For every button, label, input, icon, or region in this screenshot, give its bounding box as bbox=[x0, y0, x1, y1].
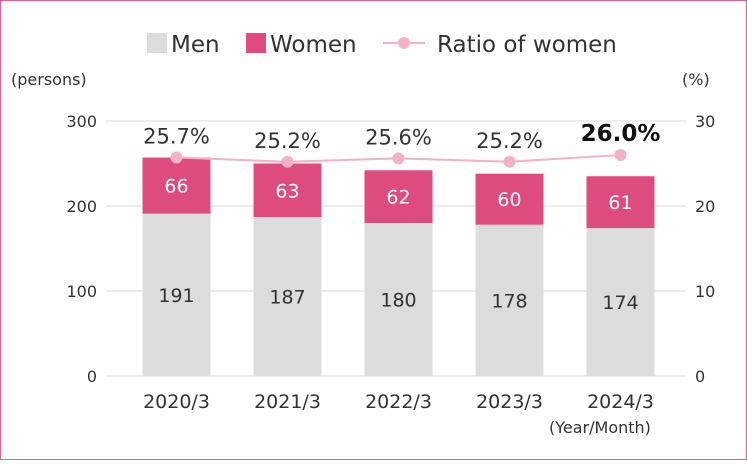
y-left-tick-label: 0 bbox=[87, 367, 97, 386]
y-right-tick-label: 10 bbox=[695, 282, 715, 301]
ratio-point bbox=[503, 155, 516, 168]
bar-women bbox=[475, 173, 544, 225]
legend-label-men: Men bbox=[171, 32, 220, 58]
bar-women bbox=[364, 170, 433, 223]
y-right-tick-label: 20 bbox=[695, 197, 715, 216]
x-category-label: 2020/3 bbox=[143, 391, 210, 413]
y-right-ticks: 0 10 20 30 bbox=[695, 112, 715, 386]
y-left-tick-label: 300 bbox=[66, 112, 97, 131]
bar-men bbox=[253, 217, 322, 376]
ratio-value-label: 26.0% bbox=[581, 121, 661, 147]
bar-men bbox=[586, 228, 655, 376]
x-category-label: 2022/3 bbox=[365, 391, 432, 413]
bar-men-value-label: 191 bbox=[158, 285, 194, 307]
ratio-value-label: 25.7% bbox=[143, 125, 210, 149]
bar-men-value-label: 178 bbox=[491, 290, 527, 312]
y-right-tick-label: 30 bbox=[695, 112, 715, 131]
ratio-line: 25.7% 25.2% 25.6% 25.2% 26.0% bbox=[143, 121, 660, 168]
x-category-label: 2023/3 bbox=[476, 391, 543, 413]
ratio-value-label: 25.6% bbox=[365, 125, 432, 149]
bar-women-value-label: 61 bbox=[608, 192, 632, 214]
legend-marker-ratio bbox=[398, 37, 410, 49]
bar-women-value-label: 62 bbox=[386, 187, 410, 209]
ratio-point bbox=[614, 149, 627, 161]
x-axis-unit: (Year/Month) bbox=[549, 418, 651, 437]
ratio-value-label: 25.2% bbox=[254, 129, 321, 153]
bar-women-value-label: 60 bbox=[497, 189, 521, 211]
bar-women bbox=[586, 176, 655, 229]
y-left-tick-label: 200 bbox=[66, 197, 97, 216]
bar-men-value-label: 187 bbox=[269, 287, 305, 309]
x-category-label: 2021/3 bbox=[254, 391, 321, 413]
bar-men bbox=[475, 224, 544, 376]
bar-men-value-label: 180 bbox=[380, 290, 416, 312]
ratio-point bbox=[170, 151, 183, 164]
y-left-axis-label: (persons) bbox=[11, 70, 87, 89]
legend-swatch-men bbox=[147, 33, 167, 53]
y-left-ticks: 0 100 200 300 bbox=[66, 112, 97, 386]
ratio-point bbox=[281, 155, 294, 168]
x-axis-categories: 2020/3 2021/3 2022/3 2023/3 2024/3 bbox=[143, 391, 654, 413]
legend-label-women: Women bbox=[270, 32, 357, 58]
ratio-value-label: 25.2% bbox=[476, 129, 543, 153]
bar-women bbox=[142, 157, 211, 214]
y-right-tick-label: 0 bbox=[695, 367, 705, 386]
bar-men bbox=[142, 213, 211, 376]
bar-women-value-label: 66 bbox=[164, 176, 188, 198]
bar-women-value-label: 63 bbox=[275, 180, 299, 202]
legend: Men Women Ratio of women bbox=[147, 32, 617, 58]
legend-swatch-women bbox=[246, 33, 266, 53]
bar-men bbox=[364, 223, 433, 376]
ratio-point bbox=[392, 152, 405, 165]
legend-label-ratio: Ratio of women bbox=[437, 32, 617, 58]
y-right-axis-label: (%) bbox=[682, 70, 710, 89]
y-left-tick-label: 100 bbox=[66, 282, 97, 301]
bars: 191 66 187 63 180 62 178 60 174 61 bbox=[142, 157, 655, 376]
bar-men-value-label: 174 bbox=[602, 292, 638, 314]
x-category-label: 2024/3 bbox=[587, 391, 654, 413]
bar-women bbox=[253, 163, 322, 218]
